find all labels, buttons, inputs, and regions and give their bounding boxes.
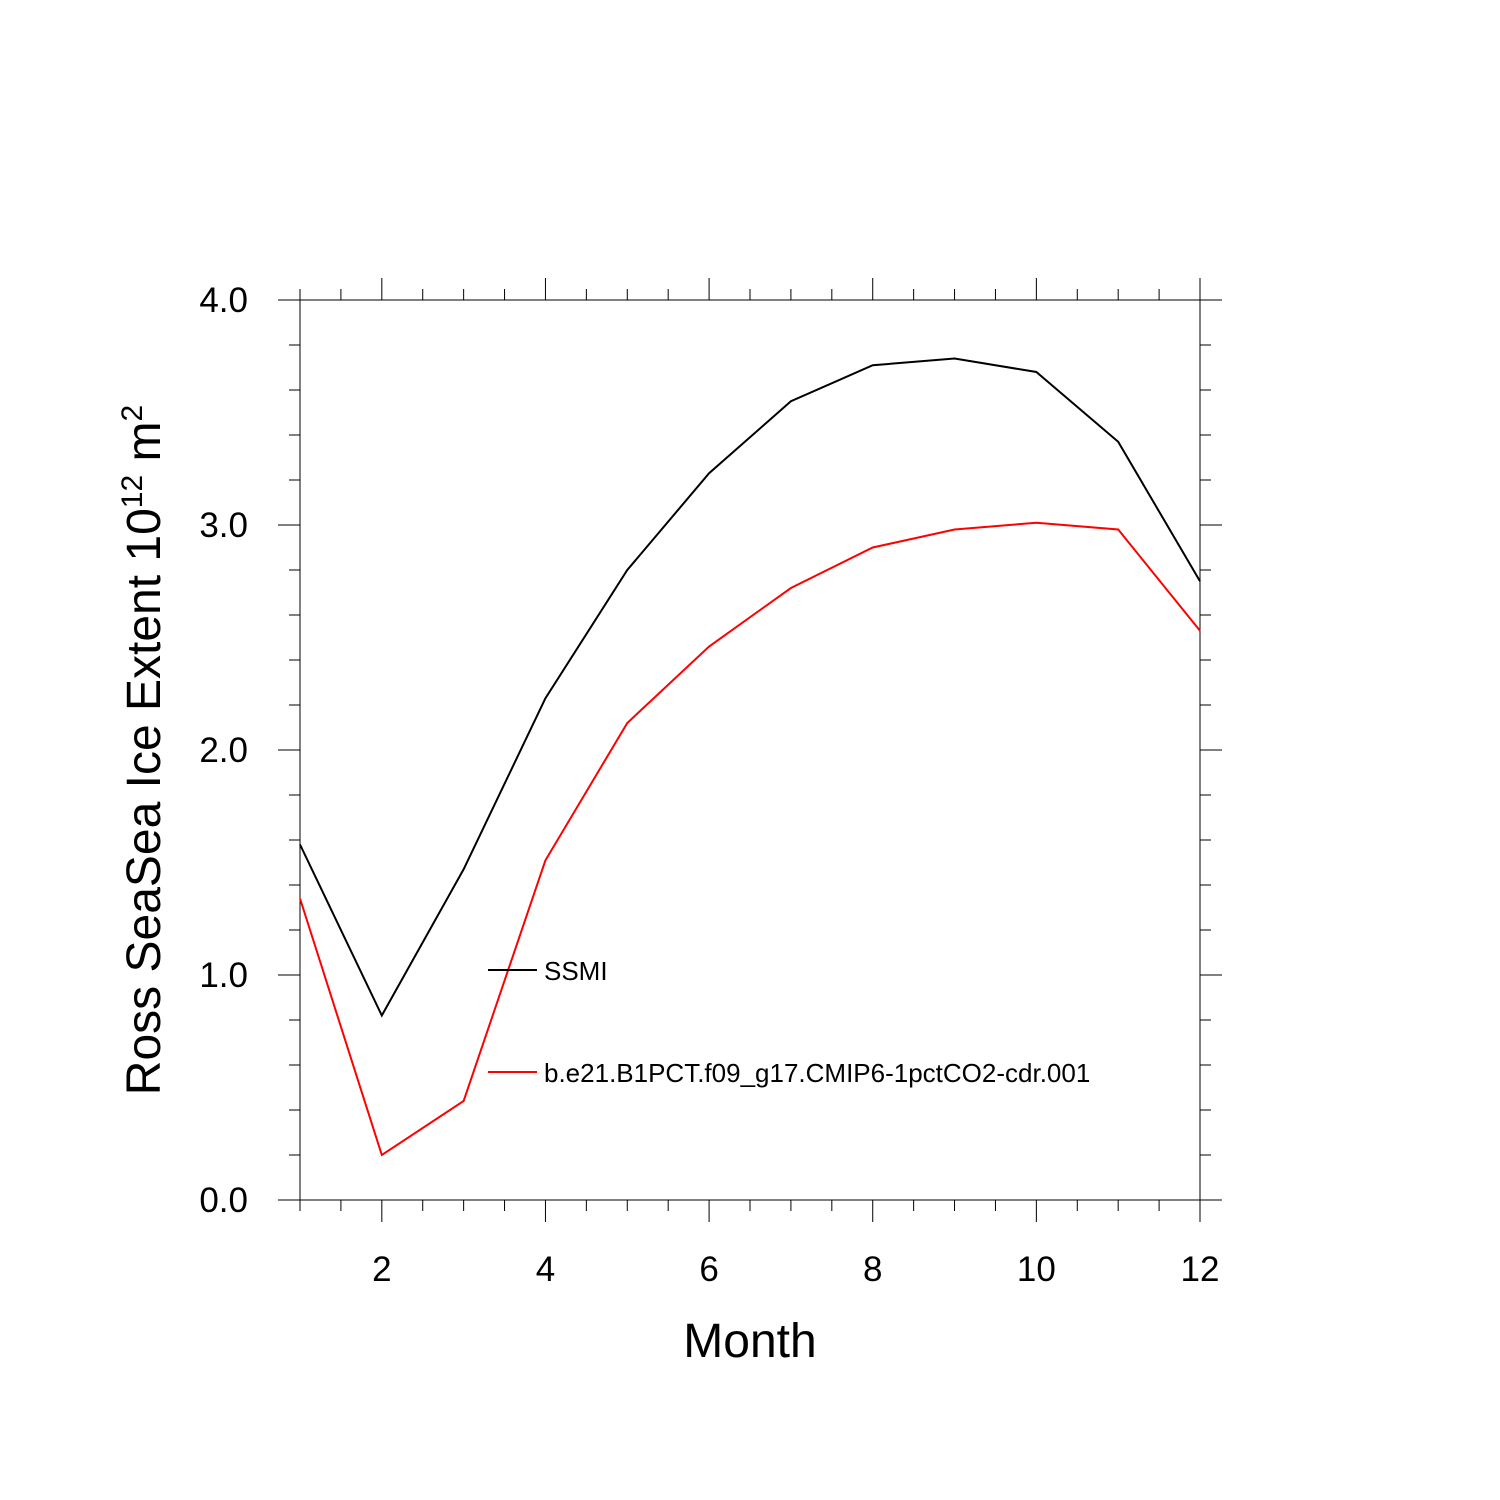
data-point (1199, 630, 1201, 632)
x-tick-label: 2 (372, 1250, 391, 1289)
data-point (381, 1154, 383, 1156)
x-tick-label: 6 (699, 1250, 718, 1289)
axis-tick-labels: 2 4 6 8 10 12 0.0 1.0 2.0 3.0 4.0 (199, 281, 1219, 1289)
axis-ticks (278, 278, 1222, 1222)
series-lines (299, 357, 1201, 1157)
data-point (299, 898, 301, 899)
x-tick-label: 8 (863, 1250, 882, 1289)
series-line-2 (299, 521, 1201, 1157)
y-tick-label: 0.0 (199, 1181, 248, 1220)
y-tick-label: 1.0 (199, 956, 248, 995)
data-point (1117, 441, 1119, 443)
data-point (708, 646, 710, 647)
x-tick-label: 10 (1017, 1250, 1056, 1289)
data-point (872, 547, 874, 548)
x-tick-label: 4 (536, 1250, 555, 1289)
data-point (626, 569, 628, 571)
data-point (544, 859, 546, 861)
data-point (1117, 529, 1119, 530)
legend-label: b.e21.B1PCT.f09_g17.CMIP6-1pctCO2-cdr.00… (544, 1058, 1090, 1088)
data-point (954, 358, 956, 359)
legend: SSMI b.e21.B1PCT.f09_g17.CMIP6-1pctCO2-cd… (488, 956, 1090, 1088)
data-point (463, 1100, 465, 1102)
data-point (1199, 580, 1201, 582)
legend-label: SSMI (544, 956, 608, 986)
data-point (954, 529, 956, 530)
series-line-1 (299, 357, 1201, 1018)
x-axis-title: Month (683, 1315, 816, 1368)
data-point (626, 722, 628, 724)
data-point (381, 1015, 383, 1016)
y-tick-label: 4.0 (199, 281, 248, 320)
y-axis-title: Ross SeaSea Ice Extent 1012 m2 (116, 405, 171, 1095)
data-point (790, 400, 792, 402)
x-tick-label: 12 (1181, 1250, 1220, 1289)
data-point (790, 587, 792, 589)
data-point (1035, 371, 1037, 373)
data-point (872, 364, 874, 366)
data-point (708, 472, 710, 474)
data-point (463, 868, 465, 870)
y-tick-label: 2.0 (199, 731, 248, 770)
data-point (1035, 522, 1037, 524)
data-point (544, 697, 546, 699)
y-tick-label: 3.0 (199, 506, 248, 545)
data-point (299, 844, 301, 845)
